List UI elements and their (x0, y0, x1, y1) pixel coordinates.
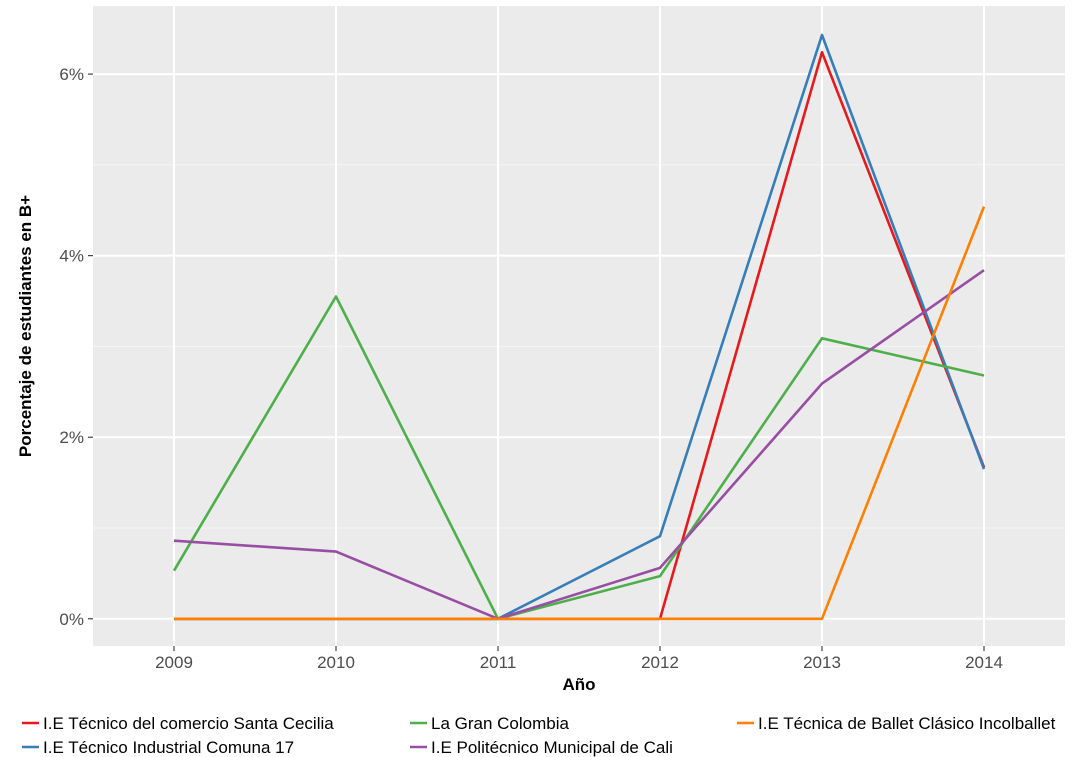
y-tick-label: 6% (59, 65, 84, 84)
x-tick-label: 2010 (317, 653, 355, 672)
legend-label: I.E Politécnico Municipal de Cali (431, 738, 673, 757)
y-axis-ticks: 0% 2% 4% 6% (59, 65, 93, 629)
legend: I.E Técnico del comercio Santa Cecilia I.… (22, 714, 1056, 757)
legend-label: I.E Técnico del comercio Santa Cecilia (43, 714, 334, 733)
legend-label: La Gran Colombia (431, 714, 570, 733)
series-line-4 (173, 269, 985, 621)
x-tick-label: 2013 (803, 653, 841, 672)
legend-label: I.E Técnico Industrial Comuna 17 (43, 738, 294, 757)
series-lines (172, 33, 986, 621)
y-tick-label: 0% (59, 610, 84, 629)
grid-lines (93, 6, 1065, 646)
x-tick-label: 2012 (641, 653, 679, 672)
y-axis-title: Porcentaje de estudiantes en B+ (16, 195, 35, 457)
legend-label: I.E Técnica de Ballet Clásico Incolballe… (758, 714, 1056, 733)
x-tick-label: 2014 (965, 653, 1003, 672)
x-tick-label: 2009 (155, 653, 193, 672)
series-line-5 (174, 206, 986, 621)
series-line-3 (172, 295, 985, 621)
x-tick-label: 2011 (480, 653, 517, 672)
x-axis-ticks: 2009 2010 2011 2012 2013 2014 (155, 646, 1003, 672)
x-axis-title: Año (562, 675, 595, 694)
y-tick-label: 2% (59, 428, 84, 447)
plot-panel (93, 6, 1065, 646)
y-tick-label: 4% (59, 247, 84, 266)
